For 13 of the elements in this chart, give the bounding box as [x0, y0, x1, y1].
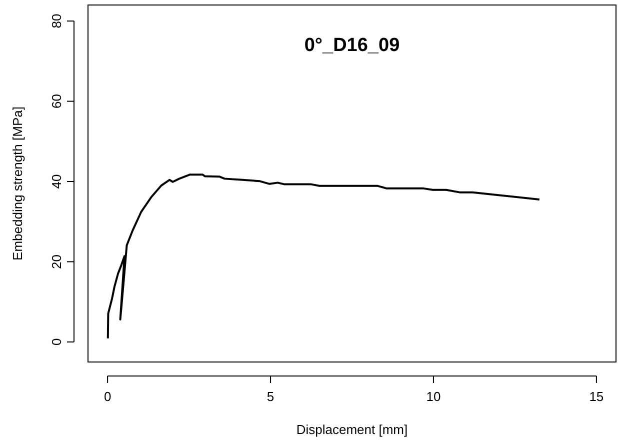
- y-tick-label: 60: [49, 94, 64, 109]
- y-tick-label: 20: [49, 254, 64, 269]
- x-tick-label: 5: [266, 389, 274, 404]
- y-tick-label: 0: [49, 338, 64, 346]
- line-series: [106, 174, 540, 340]
- x-tick-label: 0: [104, 389, 112, 404]
- x-tick-label: 10: [426, 389, 441, 404]
- y-tick-label: 80: [49, 14, 64, 28]
- text: 0°_D16_09: [304, 35, 400, 56]
- y-axis-title: Embedding strength [MPa]: [10, 106, 25, 260]
- x-tick-label: 15: [589, 389, 604, 404]
- x-axis-title: Displacement [mm]: [296, 422, 408, 437]
- y-tick-label: 40: [49, 174, 64, 189]
